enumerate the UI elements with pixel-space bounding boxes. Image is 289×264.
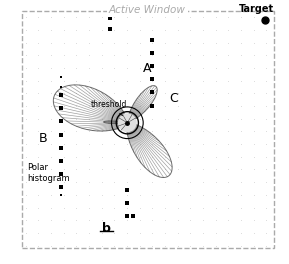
Circle shape — [118, 113, 137, 132]
Text: Active Window: Active Window — [109, 4, 186, 15]
Text: b: b — [102, 222, 111, 235]
Text: B: B — [39, 132, 47, 145]
Text: Target: Target — [239, 4, 274, 14]
Text: threshold: threshold — [90, 100, 127, 116]
Text: Polar
histogram: Polar histogram — [27, 163, 70, 183]
Text: C: C — [170, 92, 178, 106]
Text: A: A — [143, 62, 152, 75]
